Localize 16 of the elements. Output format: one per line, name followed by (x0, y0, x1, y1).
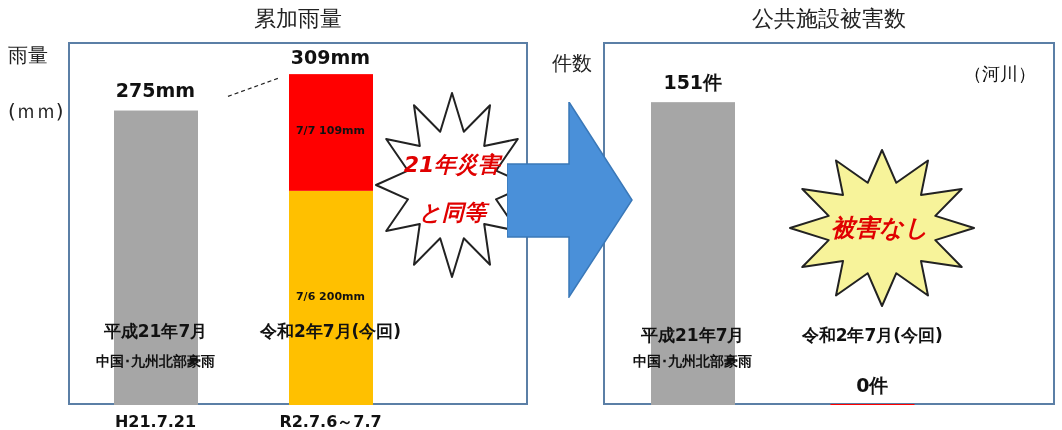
annotation: 21年災害 (402, 151, 504, 179)
x-tick-label: H21.7.21 (114, 412, 197, 430)
chart-title: 公共施設被害数 (751, 5, 907, 33)
data-label: 275mm (114, 78, 197, 101)
annotation: 被害なし (830, 213, 930, 244)
data-label: 7/7 109mm (294, 124, 366, 138)
text: （河川） (963, 62, 1037, 86)
x-tick-label: R2.7.6～7.7 (279, 412, 382, 430)
y-axis-title: 件数 (552, 50, 592, 77)
chart-title: 累加雨量 (253, 5, 343, 33)
text: 雨量 (ｍｍ) (8, 43, 64, 123)
total-label: 309mm (289, 46, 372, 69)
data-label: 151件 (662, 70, 724, 96)
data-label: 7/6 200mm (294, 289, 366, 303)
annotation: と同等 (417, 199, 491, 227)
data-label: 0件 (855, 373, 890, 398)
